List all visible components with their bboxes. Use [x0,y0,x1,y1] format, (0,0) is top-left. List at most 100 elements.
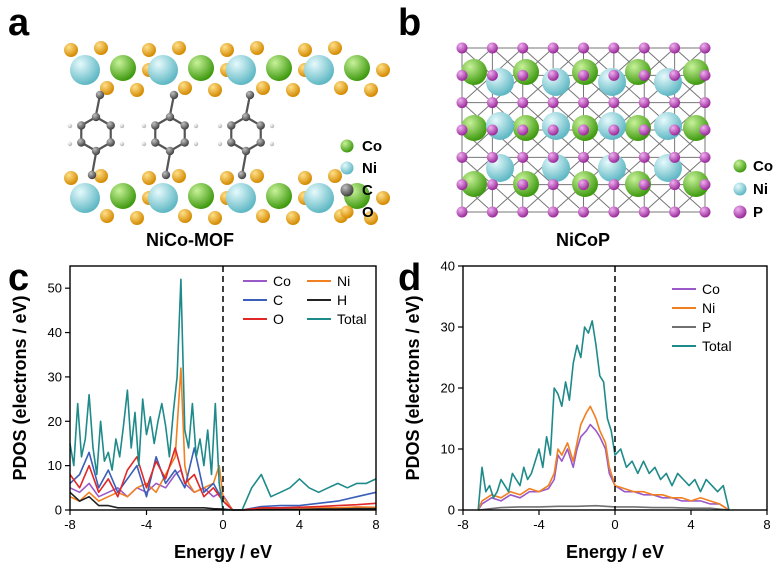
p-atom [669,42,681,54]
y-tick-label: 50 [48,281,62,296]
o-atom [256,81,270,95]
c-atom [165,112,175,122]
c-atom [151,121,160,130]
o-atom [130,83,144,97]
panel-b-title: NiCoP [556,230,610,250]
p-atom [638,151,650,163]
bond [522,184,554,213]
p-atom [699,97,711,109]
bond [461,129,493,158]
o-atom [64,171,78,185]
series-line-total [69,278,377,511]
p-atom [699,124,711,136]
c-atom [241,112,251,122]
x-tick-label: -4 [141,517,153,532]
panel-label-a: a [8,2,30,44]
x-tick-label: 8 [372,517,379,532]
p-atom [456,42,468,54]
y-tick-label: 30 [48,369,62,384]
p-atom [456,206,468,218]
x-tick-label: -8 [457,517,469,532]
series-line-total [477,320,730,511]
o-atom [298,43,312,57]
co-atom [188,183,214,209]
p-atom [517,124,529,136]
c-atom [169,90,179,100]
legend-label-co: Co [273,273,291,289]
h-atom [193,141,199,147]
p-atom [638,179,650,191]
o-atom [172,169,186,183]
p-atom [517,42,529,54]
p-atom [547,206,559,218]
c-atom [161,170,171,180]
p-atom [517,69,529,81]
o-atom [130,211,144,225]
legend-ni-swatch [340,161,354,175]
p-atom [608,97,620,109]
o-atom [328,169,342,183]
o-atom [364,211,378,225]
ni-atom [70,183,100,213]
p-atom [486,97,498,109]
c-atom [106,138,115,147]
p-atom [608,179,620,191]
co-atom [625,171,651,197]
o-atom [178,81,192,95]
o-atom [250,169,264,183]
p-atom [669,69,681,81]
co-atom [683,171,709,197]
h-atom [119,141,125,147]
o-atom [256,209,270,223]
o-atom [328,41,342,55]
p-atom [486,151,498,163]
h-atom [269,123,275,129]
p-atom [608,42,620,54]
co-atom [110,183,136,209]
chart-c: -8 -4 0 4 8 0 10 20 30 40 50 Energy / eV PDOS (elect… [10,265,380,562]
p-atom [517,179,529,191]
legend-ni-label: Ni [753,181,768,198]
x-tick-label: 0 [611,517,618,532]
panel-a-title: NiCo-MOF [146,230,234,250]
co-atom [461,171,487,197]
c-atom [227,121,236,130]
legend-co-label: Co [753,158,773,175]
y-tick-label: 40 [441,259,455,274]
c-atom [256,138,265,147]
bond [674,156,706,186]
o-atom [250,41,264,55]
bond [461,184,493,213]
p-atom [608,124,620,136]
p-atom [699,151,711,163]
legend-co-swatch [733,159,747,173]
y-tick-label: 0 [55,503,62,518]
o-atom [286,83,300,97]
legend-label-ni: Ni [337,273,350,289]
ni-atom [304,55,334,85]
c-atom [180,138,189,147]
p-atom [547,69,559,81]
p-atom [547,151,559,163]
panel-b-legend: Co Ni P [733,158,773,221]
x-axis-label: Energy / eV [174,542,272,562]
panel-label-b: b [398,2,421,44]
p-atom [578,151,589,163]
legend-ni-label: Ni [362,160,377,177]
y-tick-label: 40 [48,325,62,340]
p-atom [608,69,620,81]
bond [643,184,675,213]
y-tick-label: 10 [48,458,62,473]
panel-label-c: c [8,257,29,299]
p-atom [699,42,711,54]
o-atom [286,211,300,225]
p-atom [669,151,681,163]
o-atom [142,43,156,57]
o-atom [100,209,114,223]
o-atom [208,83,222,97]
p-atom [578,124,589,136]
p-atom [486,124,498,136]
c-atom [106,121,115,130]
c-atom [241,146,251,156]
